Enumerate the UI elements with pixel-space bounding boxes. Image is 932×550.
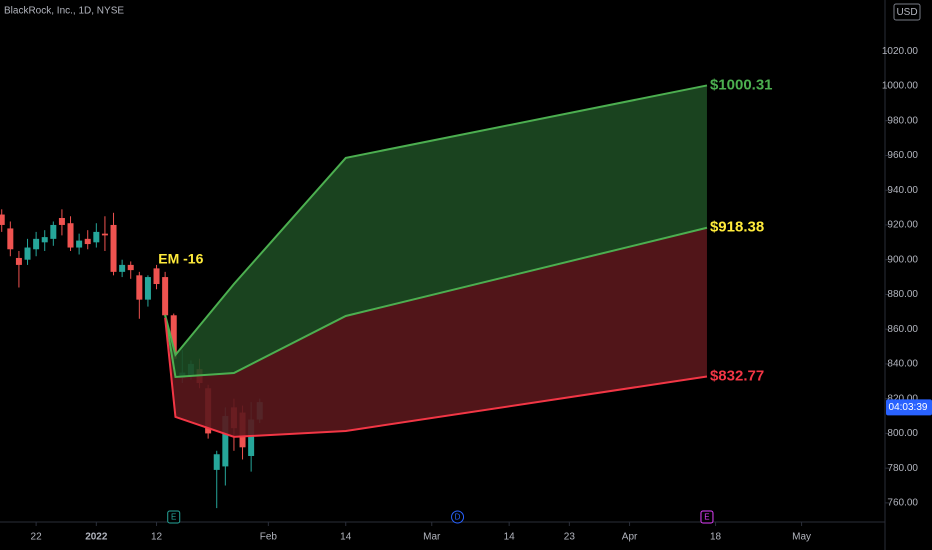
y-tick-label: 800.00 xyxy=(887,428,918,439)
x-tick-label: 14 xyxy=(504,532,516,543)
x-tick-label: 22 xyxy=(31,532,43,543)
candle-body xyxy=(84,238,91,245)
candle-body xyxy=(144,277,151,300)
band-value-label: $1000.31 xyxy=(710,76,773,93)
candle-body xyxy=(58,218,65,225)
x-tick-label: Mar xyxy=(423,532,441,543)
candle-body xyxy=(7,228,14,250)
candle-body xyxy=(222,416,229,467)
y-tick-label: 820.00 xyxy=(887,393,918,404)
candle-body xyxy=(170,315,177,359)
plot xyxy=(0,84,708,509)
currency[interactable]: USD xyxy=(896,7,917,18)
candle-body xyxy=(248,419,255,456)
event-marker[interactable] xyxy=(700,510,714,524)
event-label[interactable]: D xyxy=(455,513,461,522)
event-marker[interactable] xyxy=(451,510,465,524)
x-tick-label: 18 xyxy=(710,532,722,543)
y-tick-label: 960.00 xyxy=(887,150,918,161)
candle-body xyxy=(0,214,5,225)
x-tick-label: Apr xyxy=(622,532,638,543)
event-label[interactable]: E xyxy=(171,513,176,522)
countdown-box xyxy=(886,399,932,416)
x-tick-label: 2022 xyxy=(85,532,108,543)
candle-body xyxy=(41,237,48,243)
candle-body xyxy=(76,240,83,248)
candle-body xyxy=(15,257,22,265)
band-value-label: $918.38 xyxy=(710,219,764,236)
x-tick-label: Feb xyxy=(260,532,278,543)
y-tick-label: 1020.00 xyxy=(882,46,919,57)
candle-body xyxy=(127,264,134,271)
y-tick-label: 920.00 xyxy=(887,220,918,231)
y-tick-label: 780.00 xyxy=(887,463,918,474)
candle-body xyxy=(67,223,74,248)
event-marker[interactable] xyxy=(167,510,181,524)
band-fill xyxy=(165,85,707,377)
candle-body xyxy=(50,224,57,239)
y-tick-label: 880.00 xyxy=(887,289,918,300)
x-tick-label: 14 xyxy=(340,532,352,543)
event-label[interactable]: E xyxy=(704,513,709,522)
x-tick-label: 12 xyxy=(151,532,163,543)
candle-body xyxy=(110,224,117,272)
y-tick-label: 980.00 xyxy=(887,115,918,126)
band-line xyxy=(164,317,708,438)
y-tick-label: 940.00 xyxy=(887,185,918,196)
y-tick-label: 860.00 xyxy=(887,324,918,335)
candle-body xyxy=(162,277,169,316)
band-line xyxy=(164,226,708,379)
band-line xyxy=(164,84,708,358)
band-value-label: $832.77 xyxy=(710,367,764,384)
candle-body xyxy=(101,233,108,236)
candle-body xyxy=(153,268,160,285)
y-tick-label: 1000.00 xyxy=(882,81,919,92)
countdown-label: 04:03:39 xyxy=(889,402,928,413)
candle-body xyxy=(213,454,220,470)
band-fill xyxy=(165,227,707,437)
x-tick-label: 23 xyxy=(564,532,576,543)
annotation: EM -16 xyxy=(158,250,203,266)
chart-title: BlackRock, Inc., 1D, NYSE xyxy=(4,6,124,17)
currency-box[interactable] xyxy=(893,3,921,21)
candle-body xyxy=(93,231,100,243)
candle-body xyxy=(136,275,143,300)
x-tick-label: May xyxy=(792,532,811,543)
candle-body xyxy=(119,264,126,272)
y-tick-label: 840.00 xyxy=(887,359,918,370)
y-tick-label: 900.00 xyxy=(887,254,918,265)
candle-body xyxy=(33,238,40,250)
candle-body xyxy=(24,247,31,260)
y-tick-label: 760.00 xyxy=(887,498,918,509)
